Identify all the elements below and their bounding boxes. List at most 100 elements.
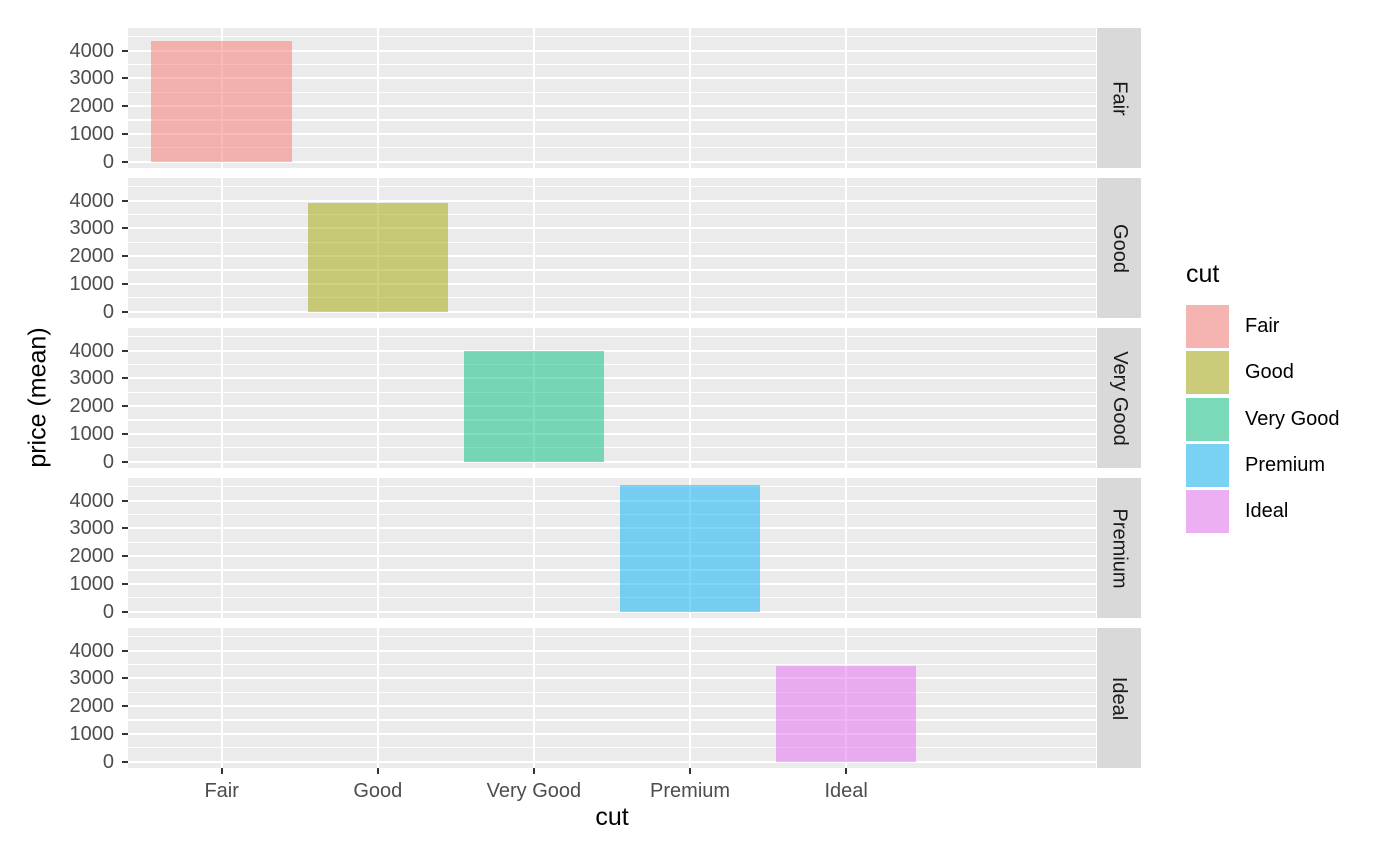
major-gridline [128, 499, 1096, 502]
y-tick-mark [122, 405, 128, 408]
x-major-gridline [845, 478, 848, 618]
major-gridline [128, 105, 1096, 108]
facet-strip-good: Good [1097, 178, 1141, 318]
major-gridline [128, 310, 1096, 313]
major-gridline [128, 582, 1096, 585]
y-tick-label: 3000 [69, 217, 115, 240]
minor-gridline [128, 63, 1096, 66]
legend-swatch-very-good [1186, 397, 1229, 441]
y-tick-mark [122, 77, 128, 80]
bar-fair [151, 40, 292, 162]
legend-label-fair: Fair [1245, 315, 1280, 337]
facet-panel-very-good [128, 328, 1096, 468]
legend-swatch-good [1186, 351, 1229, 395]
y-tick-mark [122, 610, 128, 613]
x-major-gridline [220, 628, 223, 768]
y-tick-mark [122, 499, 128, 502]
x-major-gridline [376, 28, 379, 168]
minor-gridline [128, 391, 1096, 393]
legend-swatch-fill [1186, 397, 1229, 441]
y-tick-label: 3000 [69, 367, 115, 390]
y-tick-label: 1000 [69, 272, 115, 295]
minor-gridline [128, 147, 1096, 149]
legend-swatch-premium [1186, 443, 1229, 487]
y-tick-mark [122, 555, 128, 558]
x-major-gridline [845, 178, 848, 318]
facet-strip-very-good: Very Good [1097, 328, 1141, 468]
x-major-gridline [688, 28, 692, 168]
major-gridline [128, 432, 1096, 435]
legend-swatch-fill [1186, 305, 1229, 348]
major-gridline [128, 527, 1096, 530]
x-tick-mark [532, 768, 535, 774]
x-tick-label: Very Good [486, 780, 582, 802]
minor-gridline [128, 447, 1096, 449]
major-gridline [128, 760, 1096, 763]
legend-label-ideal: Ideal [1245, 500, 1289, 523]
minor-gridline [128, 663, 1096, 666]
y-tick-label: 2000 [69, 95, 115, 118]
major-gridline [128, 649, 1096, 652]
y-tick-label: 0 [102, 300, 114, 323]
y-tick-mark [122, 349, 128, 352]
facet-strip-premium: Premium [1097, 478, 1141, 618]
legend-swatch-fill [1186, 443, 1229, 487]
legend-swatch-ideal [1186, 490, 1229, 534]
minor-gridline [128, 186, 1096, 188]
y-tick-label: 3000 [69, 67, 115, 90]
facet-panel-fair [128, 28, 1096, 168]
major-gridline [128, 227, 1096, 230]
bar-good [307, 202, 449, 312]
x-axis-title: cut [595, 803, 629, 831]
x-tick-label: Premium [650, 780, 731, 802]
y-tick-label: 4000 [69, 639, 115, 662]
facet-panel-ideal [128, 628, 1096, 768]
y-tick-mark [122, 282, 128, 285]
y-tick-mark [122, 310, 128, 313]
major-gridline [128, 349, 1096, 352]
minor-gridline [128, 363, 1096, 366]
major-gridline [128, 160, 1096, 163]
x-tick-mark [689, 768, 692, 774]
major-gridline [128, 132, 1096, 135]
x-tick-mark [376, 768, 379, 774]
y-tick-mark [122, 132, 128, 135]
y-tick-label: 4000 [69, 489, 115, 512]
y-tick-label: 2000 [69, 245, 115, 268]
y-tick-mark [122, 677, 128, 680]
x-major-gridline [220, 478, 223, 618]
minor-gridline [128, 747, 1096, 749]
major-gridline [128, 282, 1096, 285]
y-tick-mark [122, 582, 128, 585]
bar-ideal [775, 665, 917, 762]
minor-gridline [128, 486, 1096, 488]
legend-swatch-fair [1186, 305, 1229, 348]
y-tick-label: 1000 [69, 572, 115, 595]
y-tick-mark [122, 705, 128, 708]
x-tick-mark [220, 768, 223, 774]
y-tick-label: 3000 [69, 667, 115, 690]
y-tick-label: 0 [102, 750, 114, 773]
major-gridline [128, 377, 1096, 380]
y-tick-label: 4000 [69, 339, 115, 362]
y-tick-label: 4000 [69, 189, 115, 212]
bar-premium [619, 484, 761, 612]
facet-strip-ideal: Ideal [1097, 628, 1141, 768]
y-tick-label: 2000 [69, 545, 115, 568]
minor-gridline [128, 36, 1096, 38]
minor-gridline [128, 569, 1096, 571]
y-tick-mark [122, 199, 128, 202]
minor-gridline [128, 719, 1096, 721]
major-gridline [128, 677, 1096, 680]
minor-gridline [128, 119, 1096, 121]
y-tick-mark [122, 432, 128, 435]
y-tick-label: 2000 [69, 695, 115, 718]
minor-gridline [128, 541, 1096, 543]
minor-gridline [128, 597, 1096, 599]
y-tick-mark [122, 760, 128, 763]
y-tick-mark [122, 377, 128, 380]
y-tick-label: 1000 [69, 422, 115, 445]
minor-gridline [128, 297, 1096, 299]
y-tick-mark [122, 105, 128, 108]
y-tick-mark [122, 49, 128, 52]
